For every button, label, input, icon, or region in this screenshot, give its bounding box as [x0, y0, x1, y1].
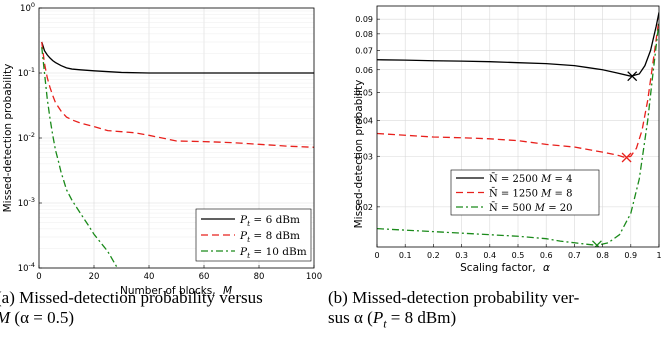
y-tick-label: 10-3	[18, 196, 35, 209]
x-tick-label: 0.5	[512, 251, 525, 260]
caption-a-line1: (a) Missed-detection probability versus	[0, 288, 263, 308]
x-tick-label: 40	[144, 272, 155, 282]
legend-label-1: N̄ = 2500 M = 4	[489, 173, 572, 185]
x-tick-label: 0.3	[455, 251, 468, 260]
caption-b-line2: sus α (Pt = 8 dBm)	[328, 308, 579, 333]
y-tick-label: 0.06	[355, 66, 373, 75]
caption-b: (b) Missed-detection probability ver- su…	[328, 288, 579, 333]
caption-b-end: = 8 dBm)	[387, 308, 457, 327]
series-line-2	[42, 42, 314, 147]
y-tick-exponent: -2	[29, 131, 35, 139]
y-tick-label: 0.09	[355, 15, 373, 24]
chart-b: 0 0.1 0.2 0.3 0.4 0.5 0.6 0.7 0.8 0.9 10.020.030.0…	[353, 6, 662, 274]
x-tick-label: 1	[656, 251, 661, 260]
chart-b-xlabel-text: Scaling factor,	[460, 262, 535, 274]
x-tick-label: 0	[374, 251, 379, 260]
x-tick-label: 0.4	[483, 251, 496, 260]
y-tick-label: 10-4	[18, 261, 35, 274]
chart-b-legend: N̄ = 2500 M = 4 N̄ = 1250 M = 8 N̄ = 500 M…	[451, 170, 599, 215]
legend-label-3: N̄ = 500 M = 20	[489, 202, 572, 214]
y-tick-base: 10	[18, 69, 29, 79]
y-tick-label: 0.08	[355, 30, 373, 39]
y-tick-base: 10	[18, 264, 29, 274]
y-tick-exponent: -4	[29, 261, 35, 269]
y-tick-label: 100	[20, 1, 35, 14]
caption-a-symbol: M	[0, 308, 10, 327]
x-tick-label: 20	[89, 272, 100, 282]
x-tick-label: 0.2	[427, 251, 440, 260]
chart-b-ylabel: Missed-detection probability	[353, 80, 365, 229]
y-tick-exponent: -1	[29, 66, 35, 74]
legend-label-3: Pt = 10 dBm	[239, 246, 307, 260]
x-tick-label: 0.9	[624, 251, 637, 260]
y-tick-exponent: -3	[29, 196, 35, 204]
x-tick-label: 100	[306, 272, 322, 282]
chart-a-ylabel: Missed-detection probability	[2, 64, 14, 213]
x-tick-label: 60	[199, 272, 210, 282]
y-tick-label: 10-1	[18, 66, 35, 79]
caption-a-rest: (α = 0.5)	[10, 308, 74, 327]
caption-b-symbol: P	[373, 308, 383, 327]
caption-b-line1: (b) Missed-detection probability ver-	[328, 288, 579, 308]
y-tick-base: 10	[18, 199, 29, 209]
x-tick-label: 0.7	[568, 251, 581, 260]
chart-b-ticks: 0 0.1 0.2 0.3 0.4 0.5 0.6 0.7 0.8 0.9 10.020.030.0…	[355, 15, 661, 260]
y-tick-base: 10	[20, 4, 31, 14]
caption-a: (a) Missed-detection probability versus …	[0, 288, 263, 328]
x-tick-label: 80	[254, 272, 265, 282]
y-tick-label: 0.07	[355, 47, 373, 56]
x-tick-label: 0.8	[596, 251, 609, 260]
series-line-1	[42, 42, 314, 73]
y-tick-label: 10-2	[18, 131, 35, 144]
chart-b-xlabel: Scaling factor, α	[460, 262, 550, 274]
chart-b-xlabel-symbol: α	[543, 262, 550, 274]
x-tick-label: 0	[36, 272, 41, 282]
legend-label-2: N̄ = 1250 M = 8	[489, 188, 572, 200]
series-marker-3	[592, 241, 601, 250]
y-tick-base: 10	[18, 134, 29, 144]
caption-b-rest: sus α (	[328, 308, 373, 327]
x-tick-label: 0.1	[399, 251, 412, 260]
y-tick-exponent: 0	[31, 1, 35, 9]
caption-a-line2: M (α = 0.5)	[0, 308, 263, 328]
x-tick-label: 0.6	[540, 251, 553, 260]
